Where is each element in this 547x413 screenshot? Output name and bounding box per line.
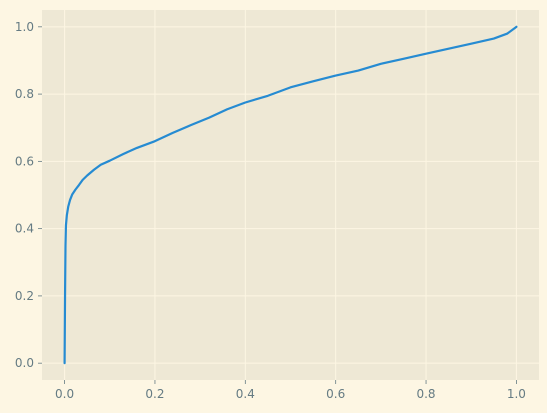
y-tick-label: 0.0: [15, 356, 34, 370]
y-tick-label: 0.2: [15, 289, 34, 303]
y-axis-ticks: 0.0 0.2 0.4 0.6 0.8 1.0: [15, 20, 42, 370]
x-tick-label: 0.8: [416, 387, 435, 401]
series-layer: [63, 25, 518, 365]
x-tick-label: 0.4: [236, 387, 255, 401]
series-line: [63, 25, 518, 365]
x-tick-label: 0.0: [55, 387, 74, 401]
x-tick-label: 0.2: [145, 387, 164, 401]
x-tick-label: 0.6: [326, 387, 345, 401]
grid-lines: [42, 10, 539, 380]
y-tick-label: 0.4: [15, 222, 34, 236]
y-tick-label: 1.0: [15, 20, 34, 34]
x-tick-label: 1.0: [507, 387, 526, 401]
x-axis-ticks: 0.0 0.2 0.4 0.6 0.8 1.0: [55, 380, 526, 401]
plot-area: [42, 10, 539, 380]
y-tick-label: 0.6: [15, 154, 34, 168]
y-tick-label: 0.8: [15, 87, 34, 101]
